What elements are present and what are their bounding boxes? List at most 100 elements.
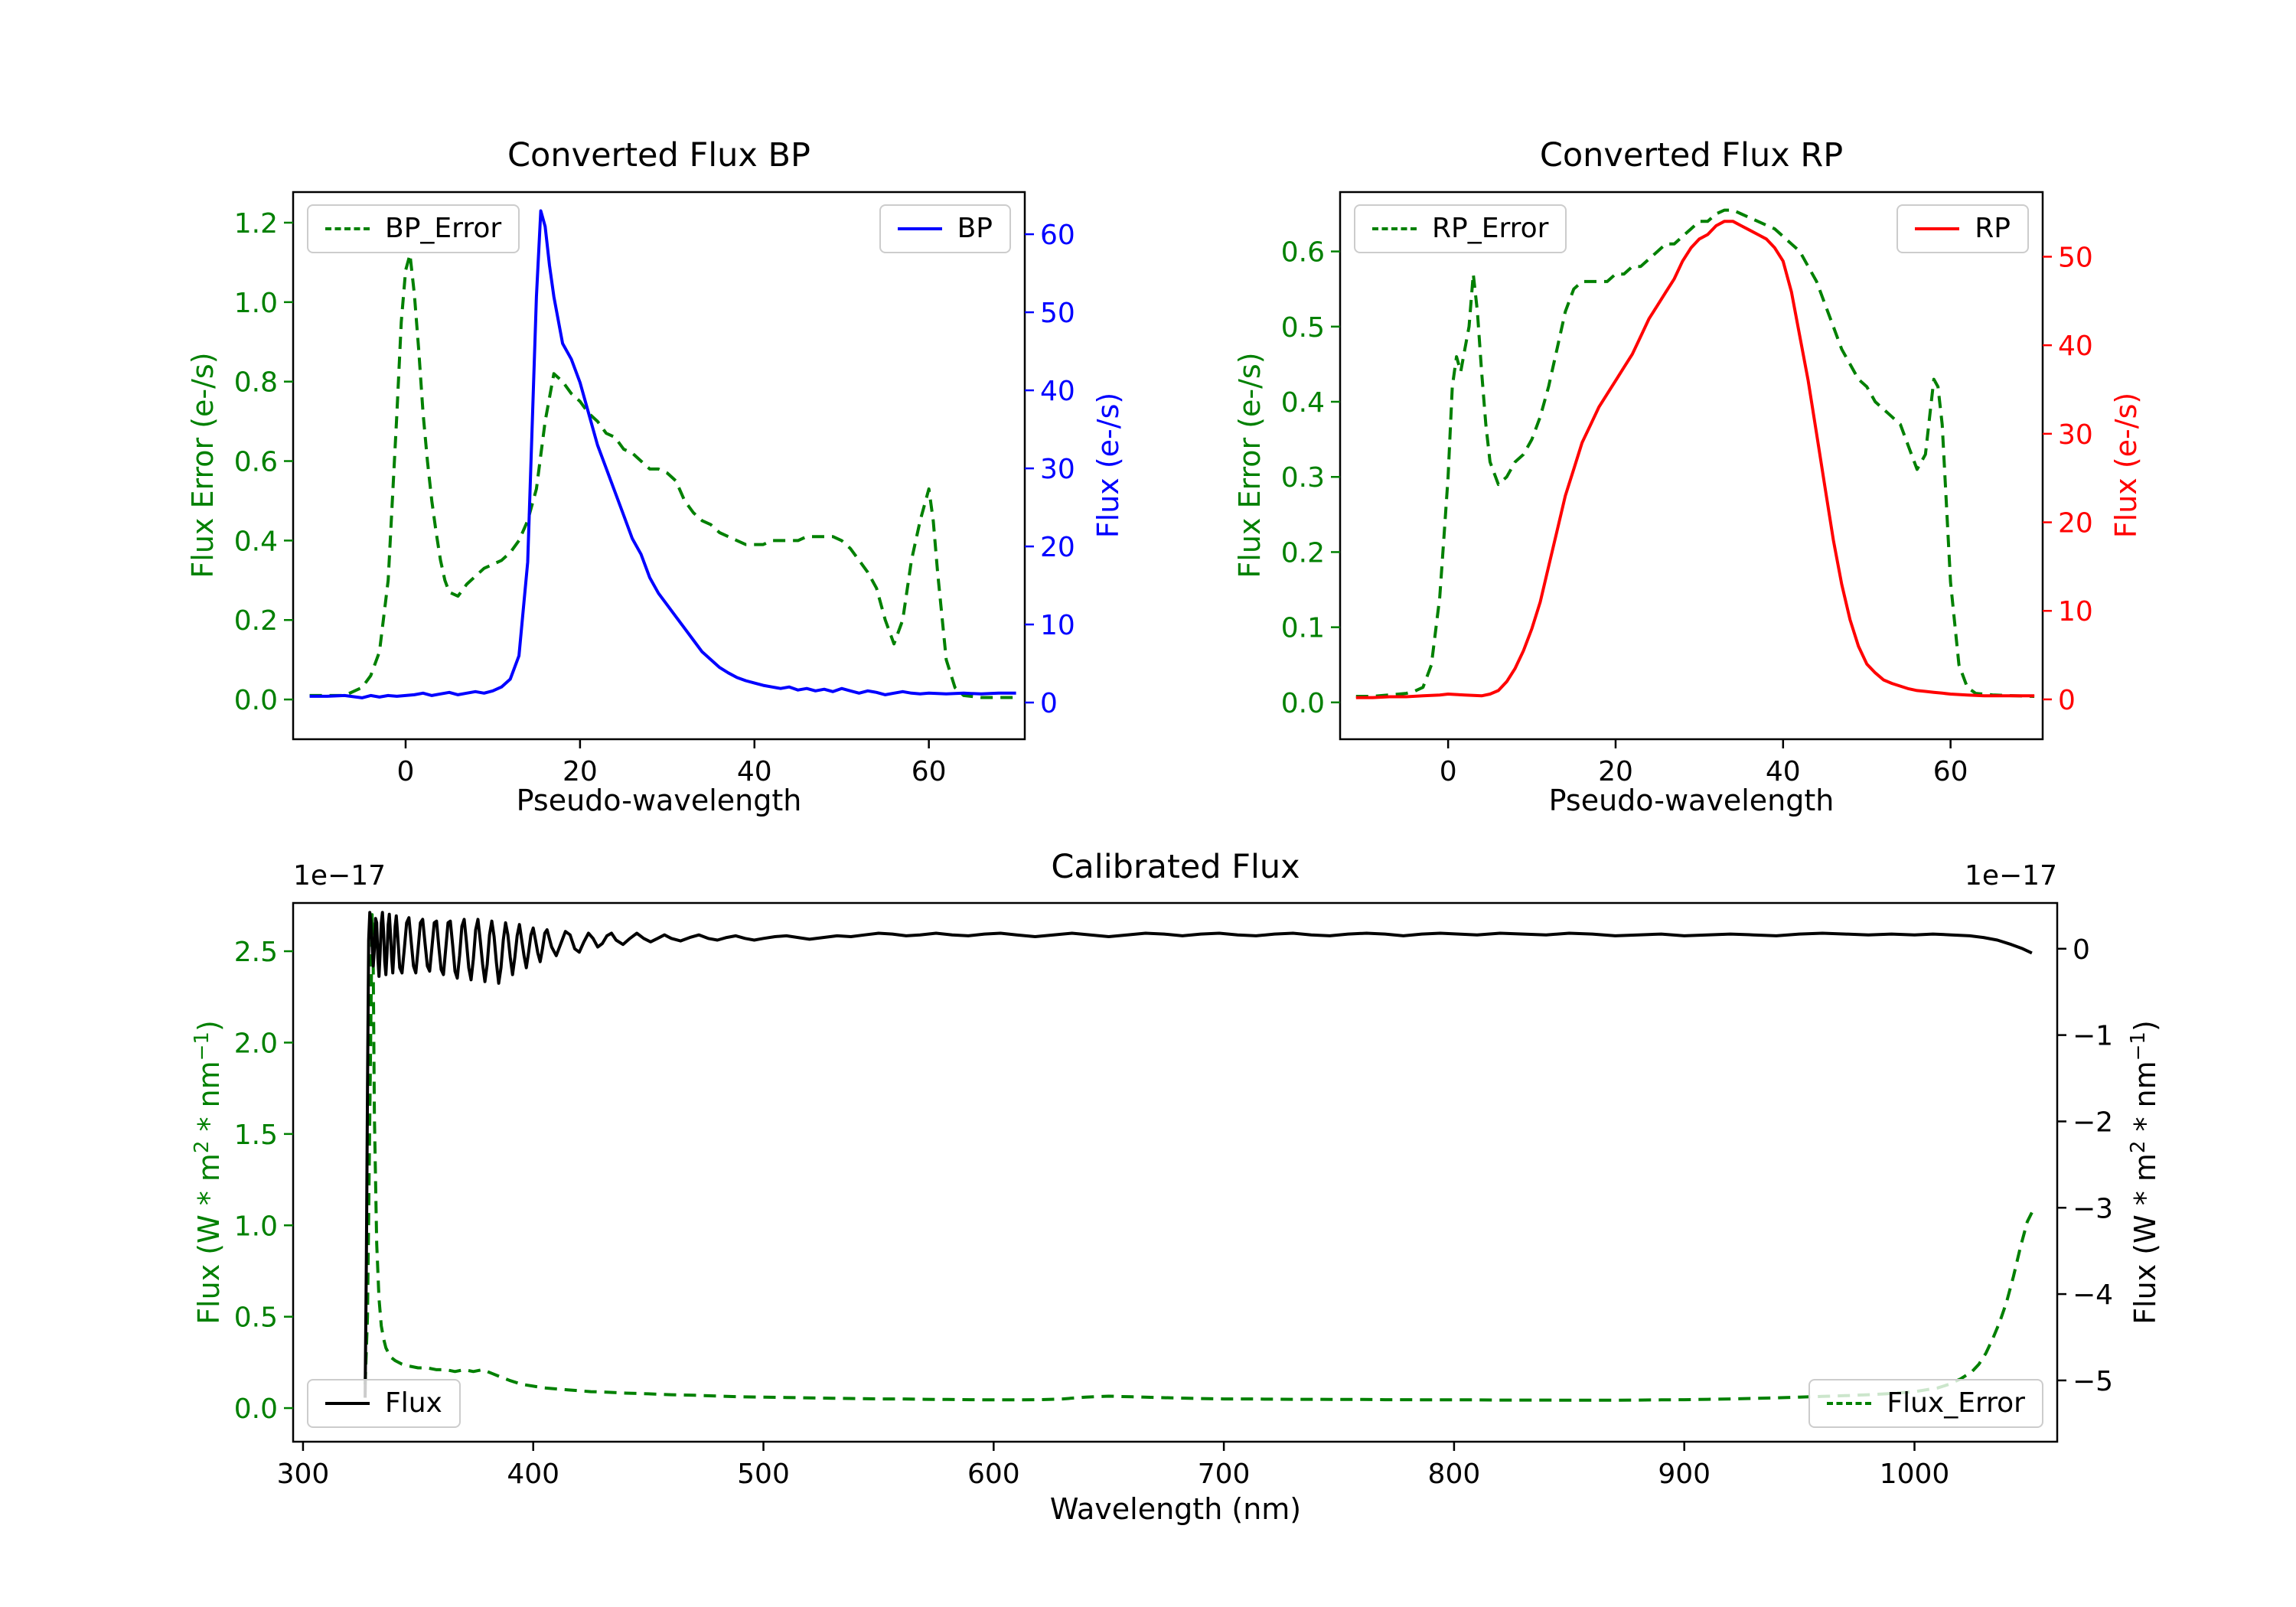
y-left-tick-label: 0.0 (234, 1393, 278, 1425)
chart-bp-title: Converted Flux BP (507, 136, 810, 174)
y-left-tick-label: 1.0 (234, 288, 278, 319)
chart-calibrated-offset-right: 1e−17 (1964, 860, 2057, 892)
series-line-bp_error (309, 253, 1016, 699)
legend-rp: RP (1896, 204, 2029, 253)
y-right-tick-label: 10 (2058, 596, 2093, 627)
y-right-tick-label: 20 (2058, 508, 2093, 539)
y-right-tick-label: 30 (1040, 454, 1075, 485)
y-right-tick-label: −4 (2073, 1279, 2113, 1311)
legend-bp-line-sample (897, 227, 942, 230)
y-left-tick-label: 0.5 (1281, 312, 1325, 344)
y-right-tick-label: 0 (1040, 688, 1058, 719)
chart-calibrated-ylabel-right: Flux (W * m2 * nm−1) (2127, 1020, 2162, 1325)
x-tick-label: 0 (397, 756, 415, 787)
y-right-tick-label: 50 (2058, 242, 2093, 273)
x-tick-label: 0 (1440, 756, 1457, 787)
legend-flux-line-sample (325, 1402, 370, 1405)
chart-rp-xlabel: Pseudo-wavelength (1548, 784, 1835, 817)
x-tick-label: 60 (912, 756, 947, 787)
chart-calibrated-ylabel-left: Flux (W * m2 * nm−1) (191, 1020, 226, 1325)
legend-flux-error-line-sample (1827, 1402, 1872, 1405)
legend-bp-error-line-sample (325, 227, 370, 230)
chart-calibrated-title: Calibrated Flux (1051, 848, 1300, 886)
y-left-tick-label: 1.2 (234, 208, 278, 240)
series-line-rp_error (1355, 208, 2035, 698)
y-left-tick-label: 0.6 (234, 447, 278, 478)
y-left-tick-label: 0.8 (234, 367, 278, 399)
ylabel-left-text3: ) (191, 1020, 226, 1032)
x-tick-label: 300 (277, 1459, 330, 1490)
y-left-tick-label: 0.0 (234, 685, 278, 716)
y-left-tick-label: 0.1 (1281, 613, 1325, 644)
x-tick-label: 40 (737, 756, 772, 787)
legend-flux: Flux (307, 1379, 461, 1428)
legend-flux-error: Flux_Error (1808, 1379, 2043, 1428)
x-tick-label: 60 (1933, 756, 1968, 787)
y-right-tick-label: 0 (2073, 934, 2090, 966)
legend-bp-label: BP (957, 213, 993, 244)
y-right-tick-label: 30 (2058, 419, 2093, 451)
ylabel-left-sup1: 2 (191, 1140, 214, 1154)
x-tick-label: 800 (1428, 1459, 1481, 1490)
y-left-tick-label: 0.4 (234, 526, 278, 557)
chart-area-0: 0 20 40 60 0.0 0.2 0.4 0.6 0.8 1.0 1.2 0 10 20 30 40 50 6… (234, 191, 1075, 787)
x-tick-label: 600 (967, 1459, 1020, 1490)
ylabel-left-sup2: −1 (191, 1032, 214, 1061)
y-right-tick-label: 50 (1040, 298, 1075, 329)
legend-flux-label: Flux (385, 1387, 442, 1419)
y-left-tick-label: 0.5 (234, 1302, 278, 1334)
legend-rp-error-label: RP_Error (1432, 213, 1549, 244)
axes-spines (1339, 191, 2044, 741)
y-right-tick-label: −5 (2073, 1366, 2113, 1397)
series-line-bp (309, 209, 1016, 699)
y-right-tick-label: 40 (2058, 331, 2093, 362)
y-right-tick-label: 40 (1040, 376, 1075, 407)
chart-area-1: 0 20 40 60 0.0 0.1 0.2 0.3 0.4 0.5 0.6 0 10 20 30 40 50 (1281, 191, 2093, 787)
y-left-tick-label: 0.0 (1281, 688, 1325, 719)
y-left-tick-label: 2.0 (234, 1028, 278, 1059)
y-left-tick-label: 0.2 (234, 605, 278, 637)
x-tick-label: 20 (1598, 756, 1633, 787)
y-left-tick-label: 2.5 (234, 937, 278, 968)
x-tick-label: 700 (1198, 1459, 1251, 1490)
chart-bp-ylabel-left: Flux Error (e-/s) (186, 352, 220, 579)
y-left-tick-label: 1.0 (234, 1211, 278, 1242)
ylabel-right-text2: * nm (2128, 1061, 2162, 1141)
chart-bp-xlabel: Pseudo-wavelength (516, 784, 802, 817)
x-tick-label: 900 (1658, 1459, 1711, 1490)
y-right-tick-label: 20 (1040, 532, 1075, 563)
x-tick-label: 1000 (1880, 1459, 1950, 1490)
legend-rp-error-line-sample (1372, 227, 1417, 230)
legend-bp: BP (879, 204, 1011, 253)
y-left-tick-label: 1.5 (234, 1120, 278, 1151)
y-left-tick-label: 0.6 (1281, 237, 1325, 269)
legend-rp-label: RP (1975, 213, 2011, 244)
ylabel-right-text: Flux (W * m (2128, 1153, 2162, 1325)
y-left-tick-label: 0.3 (1281, 462, 1325, 494)
y-right-tick-label: −1 (2073, 1021, 2113, 1052)
legend-flux-error-label: Flux_Error (1887, 1387, 2025, 1419)
legend-bp-error: BP_Error (307, 204, 520, 253)
y-right-tick-label: 60 (1040, 220, 1075, 251)
series-line-flux_error (364, 913, 2033, 1402)
y-left-tick-label: 0.2 (1281, 537, 1325, 569)
x-tick-label: 500 (737, 1459, 790, 1490)
ylabel-left-text2: * nm (191, 1061, 226, 1141)
ylabel-right-sup2: −1 (2127, 1032, 2151, 1061)
x-tick-label: 400 (507, 1459, 559, 1490)
axes-spines (292, 191, 1026, 741)
y-right-tick-label: −3 (2073, 1193, 2113, 1224)
y-left-tick-label: 0.4 (1281, 387, 1325, 419)
ylabel-right-text3: ) (2128, 1020, 2162, 1032)
y-right-tick-label: 10 (1040, 610, 1075, 641)
chart-calibrated-offset-left: 1e−17 (293, 860, 386, 892)
series-line-rp (1355, 220, 2035, 699)
ylabel-right-sup1: 2 (2127, 1140, 2151, 1154)
y-right-tick-label: 0 (2058, 685, 2076, 716)
chart-calibrated-xlabel: Wavelength (nm) (1049, 1492, 1302, 1526)
x-tick-label: 40 (1766, 756, 1801, 787)
chart-bp-ylabel-right: Flux (e-/s) (1091, 392, 1125, 539)
x-tick-label: 20 (563, 756, 598, 787)
y-right-tick-label: −2 (2073, 1107, 2113, 1138)
